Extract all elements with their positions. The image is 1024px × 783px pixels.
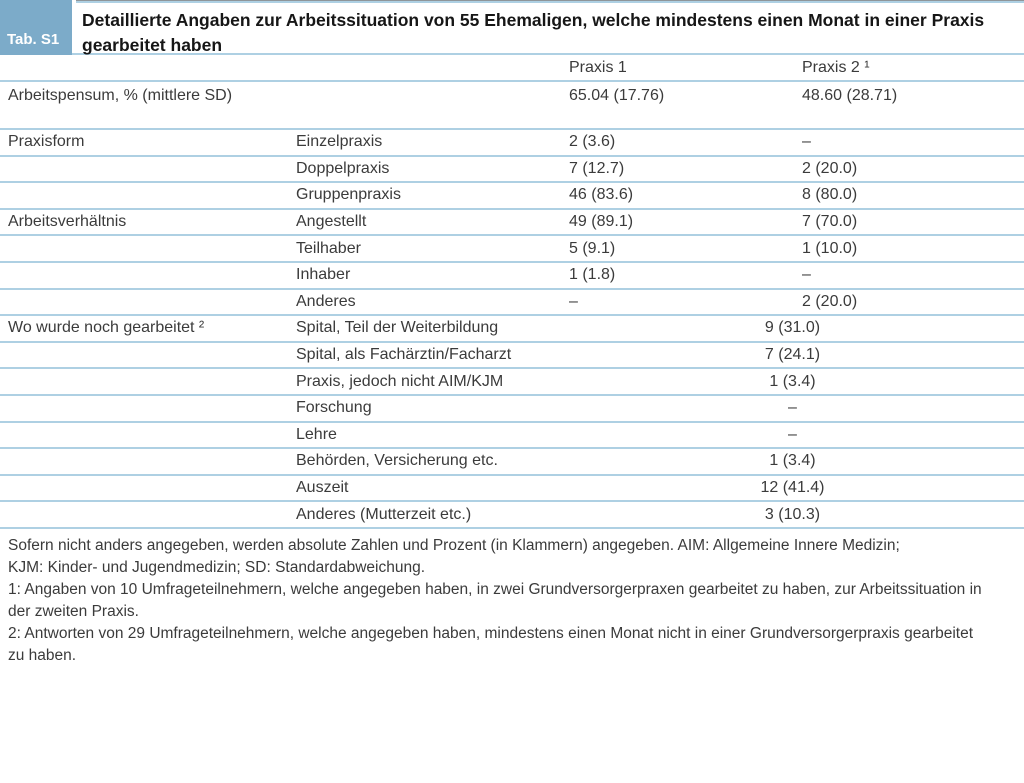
row-value-combined: – <box>788 425 797 443</box>
table-row: Teilhaber 5 (9.1) 1 (10.0) <box>0 236 1024 263</box>
row-value-praxis1: 7 (12.7) <box>569 159 625 177</box>
top-border <box>76 0 1024 3</box>
row-value-praxis1: 46 (83.6) <box>569 186 634 204</box>
row-sublabel: Doppelpraxis <box>296 159 390 177</box>
column-header-praxis2: Praxis 2 ¹ <box>802 58 870 76</box>
row-value-praxis2: 8 (80.0) <box>802 186 858 204</box>
row-value-combined: 1 (3.4) <box>769 452 816 470</box>
footnote-line: Sofern nicht anders angegeben, werden ab… <box>8 536 900 554</box>
table-title-line-2: gearbeitet haben <box>82 35 223 55</box>
table-row: Lehre – <box>0 423 1024 450</box>
row-label: Wo wurde noch gearbeitet ² <box>8 319 205 337</box>
table-row: Arbeitspensum, % (mittlere SD) 65.04 (17.… <box>0 82 1024 130</box>
table-tag-badge: Tab. S1 <box>0 0 72 55</box>
row-sublabel: Forschung <box>296 399 372 417</box>
table-row: Doppelpraxis 7 (12.7) 2 (20.0) <box>0 157 1024 184</box>
row-sublabel: Praxis, jedoch nicht AIM/KJM <box>296 372 504 390</box>
row-value-praxis2: 1 (10.0) <box>802 239 858 257</box>
row-value-combined: 7 (24.1) <box>764 346 821 364</box>
table-body: Arbeitspensum, % (mittlere SD) 65.04 (17.… <box>0 82 1024 529</box>
row-value-praxis2: – <box>802 133 811 151</box>
table-row: Anderes (Mutterzeit etc.) 3 (10.3) <box>0 502 1024 529</box>
row-value-combined: 3 (10.3) <box>764 505 821 523</box>
row-sublabel: Einzelpraxis <box>296 133 383 151</box>
row-sublabel: Spital, Teil der Weiterbildung <box>296 319 499 337</box>
table-row: Auszeit 12 (41.4) <box>0 476 1024 503</box>
top-border-blue-line <box>76 1 1024 3</box>
top-border-gray-line <box>76 0 1024 1</box>
table-row: Behörden, Versicherung etc. 1 (3.4) <box>0 449 1024 476</box>
row-label: Praxisform <box>8 133 85 151</box>
row-sublabel <box>288 82 561 87</box>
row-sublabel: Teilhaber <box>296 239 361 257</box>
row-value-combined: 1 (3.4) <box>769 372 816 390</box>
row-sublabel: Anderes (Mutterzeit etc.) <box>296 505 472 523</box>
table-row: Arbeitsverhältnis Angestellt 49 (89.1) 7 (7… <box>0 210 1024 237</box>
table-row: Inhaber 1 (1.8) – <box>0 263 1024 290</box>
table-row: Gruppenpraxis 46 (83.6) 8 (80.0) <box>0 183 1024 210</box>
row-sublabel: Anderes <box>296 292 356 310</box>
table-row: Wo wurde noch gearbeitet ² Spital, Teil d… <box>0 316 1024 343</box>
row-value-combined: 9 (31.0) <box>764 319 821 337</box>
row-sublabel: Behörden, Versicherung etc. <box>296 452 498 470</box>
row-value-praxis1: 65.04 (17.76) <box>569 87 665 104</box>
table-title: Detaillierte Angaben zur Arbeitssituatio… <box>82 0 1024 58</box>
row-sublabel: Angestellt <box>296 213 367 231</box>
row-value-praxis2: 2 (20.0) <box>802 159 858 177</box>
data-table: Praxis 1 Praxis 2 ¹ Arbeitspensum, % (mi… <box>0 53 1024 529</box>
row-sublabel: Inhaber <box>296 266 351 284</box>
table-header: Tab. S1 Detaillierte Angaben zur Arbeits… <box>0 0 1024 55</box>
row-value-praxis1: 1 (1.8) <box>569 266 616 284</box>
table-row: Spital, als Fachärztin/Facharzt 7 (24.1) <box>0 343 1024 370</box>
table-row: Forschung – <box>0 396 1024 423</box>
row-label: Arbeitsverhältnis <box>8 213 127 231</box>
row-sublabel: Gruppenpraxis <box>296 186 401 204</box>
footnote-line: 2: Antworten von 29 Umfrageteilnehmern, … <box>8 624 974 642</box>
row-value-praxis1: – <box>569 292 578 310</box>
table-row: Praxisform Einzelpraxis 2 (3.6) – <box>0 130 1024 157</box>
row-value-praxis1: 49 (89.1) <box>569 213 634 231</box>
row-value-combined: – <box>788 399 797 417</box>
column-header-praxis1: Praxis 1 <box>569 58 627 76</box>
footnote-line: zu haben. <box>8 646 77 664</box>
row-value-praxis1: 2 (3.6) <box>569 133 616 151</box>
row-sublabel: Auszeit <box>296 479 349 497</box>
column-header-row: Praxis 1 Praxis 2 ¹ <box>0 55 1024 82</box>
footnote-line: 1: Angaben von 10 Umfrageteilnehmern, we… <box>8 580 982 598</box>
table-footnotes: Sofern nicht anders angegeben, werden ab… <box>0 529 1024 667</box>
row-value-praxis2: 7 (70.0) <box>802 213 858 231</box>
row-label: Arbeitspensum, % (mittlere SD) <box>8 87 233 104</box>
table-row: Anderes – 2 (20.0) <box>0 290 1024 317</box>
row-value-combined: 12 (41.4) <box>760 479 825 497</box>
row-value-praxis2: 48.60 (28.71) <box>802 87 898 104</box>
row-value-praxis2: – <box>802 266 811 284</box>
row-value-praxis1: 5 (9.1) <box>569 239 616 257</box>
row-sublabel: Lehre <box>296 425 337 443</box>
row-value-praxis2: 2 (20.0) <box>802 292 858 310</box>
table-row: Praxis, jedoch nicht AIM/KJM 1 (3.4) <box>0 369 1024 396</box>
footnote-line: KJM: Kinder- und Jugendmedizin; SD: Stan… <box>8 558 426 576</box>
row-sublabel: Spital, als Fachärztin/Facharzt <box>296 346 512 364</box>
footnote-line: der zweiten Praxis. <box>8 602 139 620</box>
table-title-line-1: Detaillierte Angaben zur Arbeitssituatio… <box>82 10 985 30</box>
